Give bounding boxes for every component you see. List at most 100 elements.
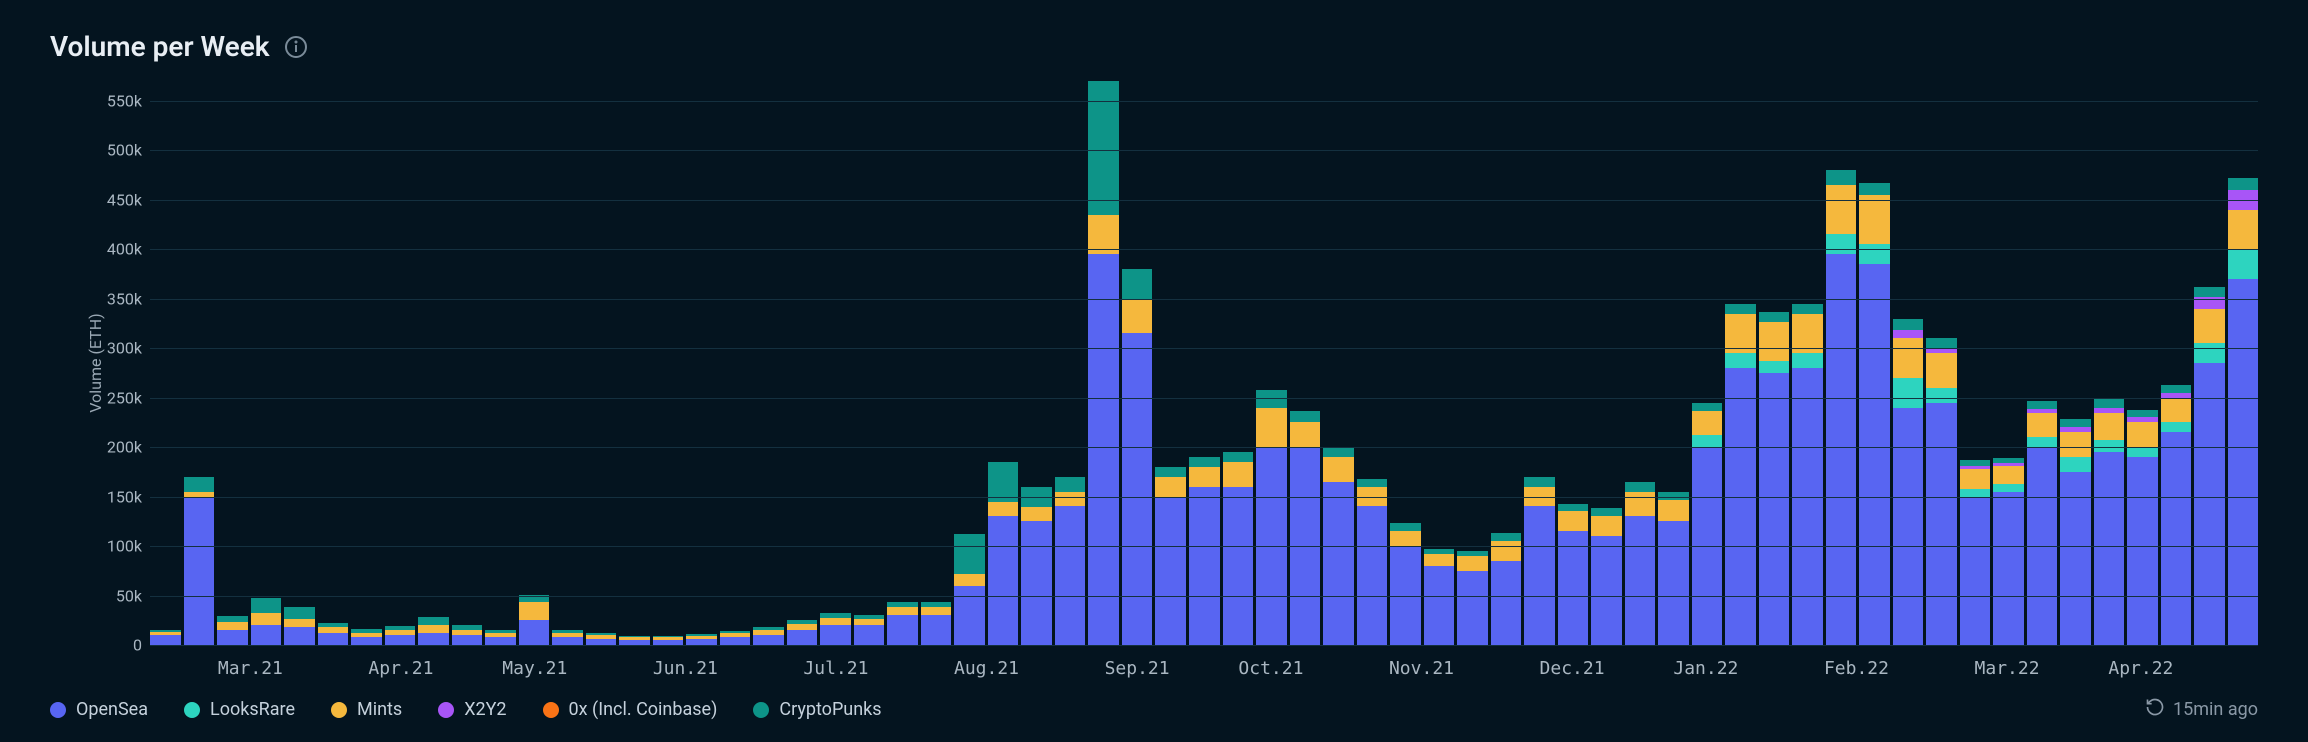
bar[interactable] — [184, 477, 215, 645]
bar-segment-mints — [1591, 516, 1622, 536]
grid-line — [150, 150, 2258, 151]
bar-segment-opensea — [418, 633, 449, 645]
refresh-indicator[interactable]: 15min ago — [2145, 697, 2258, 722]
bar-segment-cryptopunks — [1826, 170, 1857, 185]
bar[interactable] — [1424, 549, 1455, 645]
bar[interactable] — [251, 598, 282, 645]
info-icon[interactable] — [284, 35, 308, 59]
bar[interactable] — [1725, 304, 1756, 645]
bar[interactable] — [1591, 508, 1622, 645]
plot-area[interactable] — [150, 81, 2258, 645]
bar-segment-mints — [284, 619, 315, 627]
bar-segment-cryptopunks — [1357, 479, 1388, 487]
bar[interactable] — [619, 636, 650, 645]
bar[interactable] — [2228, 178, 2259, 645]
bar[interactable] — [2194, 287, 2225, 645]
bar[interactable] — [921, 601, 952, 645]
bar-segment-cryptopunks — [2094, 398, 2125, 408]
bar[interactable] — [452, 625, 483, 645]
bar-segment-cryptopunks — [1223, 452, 1254, 462]
legend-swatch — [50, 702, 66, 718]
bar[interactable] — [954, 534, 985, 645]
legend-item-looksrare[interactable]: LooksRare — [184, 699, 295, 720]
grid-line — [150, 596, 2258, 597]
bar[interactable] — [1088, 81, 1119, 645]
bar-segment-opensea — [1457, 571, 1488, 645]
legend-label: CryptoPunks — [779, 699, 881, 720]
bar[interactable] — [217, 616, 248, 645]
grid-line — [150, 447, 2258, 448]
bar[interactable] — [1457, 551, 1488, 645]
bar[interactable] — [1960, 460, 1991, 645]
legend-label: 0x (Incl. Coinbase) — [569, 699, 718, 720]
bar[interactable] — [1792, 304, 1823, 645]
bar[interactable] — [1826, 170, 1857, 645]
legend-item-zerox[interactable]: 0x (Incl. Coinbase) — [543, 699, 718, 720]
bar[interactable] — [385, 626, 416, 645]
bar[interactable] — [1658, 492, 1689, 645]
bar[interactable] — [1290, 411, 1321, 646]
bar-segment-opensea — [820, 625, 851, 645]
y-tick: 250k — [107, 388, 142, 407]
bar[interactable] — [787, 620, 818, 645]
bar[interactable] — [887, 602, 918, 645]
y-tick: 350k — [107, 289, 142, 308]
x-tick: Mar.21 — [218, 658, 283, 679]
bar[interactable] — [854, 615, 885, 645]
bar[interactable] — [485, 630, 516, 645]
bar-segment-opensea — [753, 635, 784, 645]
bar[interactable] — [418, 617, 449, 645]
bar[interactable] — [1122, 269, 1153, 645]
bar[interactable] — [351, 629, 382, 645]
bar[interactable] — [1357, 479, 1388, 645]
legend-item-opensea[interactable]: OpenSea — [50, 699, 148, 720]
bar[interactable] — [720, 631, 751, 645]
bar[interactable] — [2027, 401, 2058, 645]
bar[interactable] — [586, 633, 617, 645]
bar[interactable] — [1692, 403, 1723, 645]
bar[interactable] — [988, 462, 1019, 645]
legend-item-cryptopunks[interactable]: CryptoPunks — [753, 699, 881, 720]
bar[interactable] — [552, 630, 583, 645]
legend-item-x2y2[interactable]: X2Y2 — [438, 699, 506, 720]
bar[interactable] — [1021, 487, 1052, 645]
bar[interactable] — [1223, 452, 1254, 645]
grid-line — [150, 348, 2258, 349]
bar[interactable] — [2060, 419, 2091, 645]
bar[interactable] — [284, 607, 315, 645]
bar[interactable] — [1859, 183, 1890, 645]
bar-segment-looksrare — [1792, 353, 1823, 368]
bar-segment-looksrare — [1893, 378, 1924, 408]
bar[interactable] — [150, 630, 181, 645]
bar[interactable] — [1558, 504, 1589, 645]
bar-segment-opensea — [2094, 452, 2125, 645]
bar-segment-opensea — [1491, 561, 1522, 645]
bar[interactable] — [2094, 398, 2125, 645]
bar[interactable] — [753, 627, 784, 645]
bar-segment-opensea — [1223, 487, 1254, 645]
legend-item-mints[interactable]: Mints — [331, 699, 402, 720]
bar-segment-opensea — [1725, 368, 1756, 645]
bar[interactable] — [1256, 390, 1287, 645]
bar[interactable] — [519, 595, 550, 645]
bar-segment-opensea — [1424, 566, 1455, 645]
bar[interactable] — [820, 613, 851, 645]
bar[interactable] — [1390, 523, 1421, 645]
bar[interactable] — [2161, 385, 2192, 645]
bar[interactable] — [1055, 477, 1086, 645]
bar[interactable] — [1491, 533, 1522, 645]
bar-segment-cryptopunks — [1625, 482, 1656, 492]
legend-swatch — [753, 702, 769, 718]
bar[interactable] — [653, 636, 684, 645]
bar[interactable] — [1189, 457, 1220, 645]
bar[interactable] — [1926, 338, 1957, 645]
bar[interactable] — [1155, 467, 1186, 645]
bar[interactable] — [1993, 458, 2024, 645]
bar-segment-looksrare — [1926, 388, 1957, 403]
bar-segment-opensea — [1558, 531, 1589, 645]
bar[interactable] — [2127, 410, 2158, 645]
bar[interactable] — [686, 634, 717, 645]
bar[interactable] — [1524, 477, 1555, 645]
bar[interactable] — [1625, 482, 1656, 645]
bar[interactable] — [318, 623, 349, 645]
